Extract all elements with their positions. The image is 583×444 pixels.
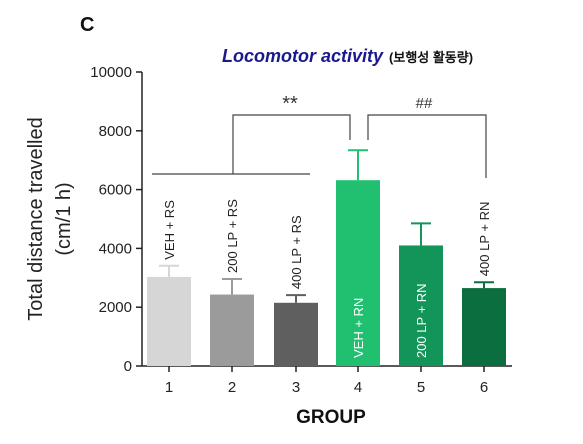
bars (147, 180, 506, 366)
y-tick-label: 10000 (90, 64, 132, 81)
bar-label: 200 LP + RN (414, 283, 429, 358)
bar (399, 245, 443, 366)
bar (147, 276, 191, 366)
x-tick-label: 5 (417, 379, 425, 396)
x-tick-label: 2 (228, 379, 236, 396)
y-axis-title-line1: Total distance travelled (25, 117, 47, 320)
bracket-hash (367, 114, 487, 178)
axes: 0 2000 4000 6000 8000 10000 1 2 3 4 5 6 GROUP Total d… (25, 64, 512, 428)
bar (210, 294, 254, 366)
chart-title-sub: (보행성 활동량) (389, 50, 474, 65)
y-tick-label: 8000 (99, 123, 132, 140)
bar-label: 200 LP + RS (225, 199, 240, 273)
y-tick-label: 6000 (99, 182, 132, 199)
y-tick-label: 0 (124, 358, 132, 375)
chart-title: Locomotor activity (보행성 활동량) (222, 46, 473, 67)
significance-label-star: ** (282, 93, 298, 115)
x-tick-label: 6 (480, 379, 488, 396)
bracket-star (232, 114, 351, 174)
significance-label-hash: ## (416, 95, 433, 112)
y-tick-label: 2000 (99, 299, 132, 316)
x-tick-label: 4 (354, 379, 362, 396)
bar-label: VEH + RS (162, 200, 177, 260)
bar-labels: VEH + RS 200 LP + RS 400 LP + RS VEH + RN 20… (162, 199, 492, 358)
x-tick-label: 1 (165, 379, 173, 396)
bar (336, 180, 380, 366)
panel-letter: C (80, 14, 95, 36)
significance-brackets: ** ## (152, 93, 487, 178)
error-bars (159, 149, 494, 303)
bar-label: 400 LP + RN (477, 202, 492, 277)
y-tick-label: 4000 (99, 240, 132, 257)
bar (462, 288, 506, 366)
x-tick-label: 3 (292, 379, 300, 396)
y-axis-title-line2: (cm/1 h) (53, 182, 75, 255)
bar-label: VEH + RN (351, 298, 366, 358)
chart-title-main: Locomotor activity (222, 46, 384, 66)
bar-label: 400 LP + RS (289, 215, 304, 289)
x-axis-title: GROUP (296, 407, 366, 428)
bar (274, 302, 318, 366)
